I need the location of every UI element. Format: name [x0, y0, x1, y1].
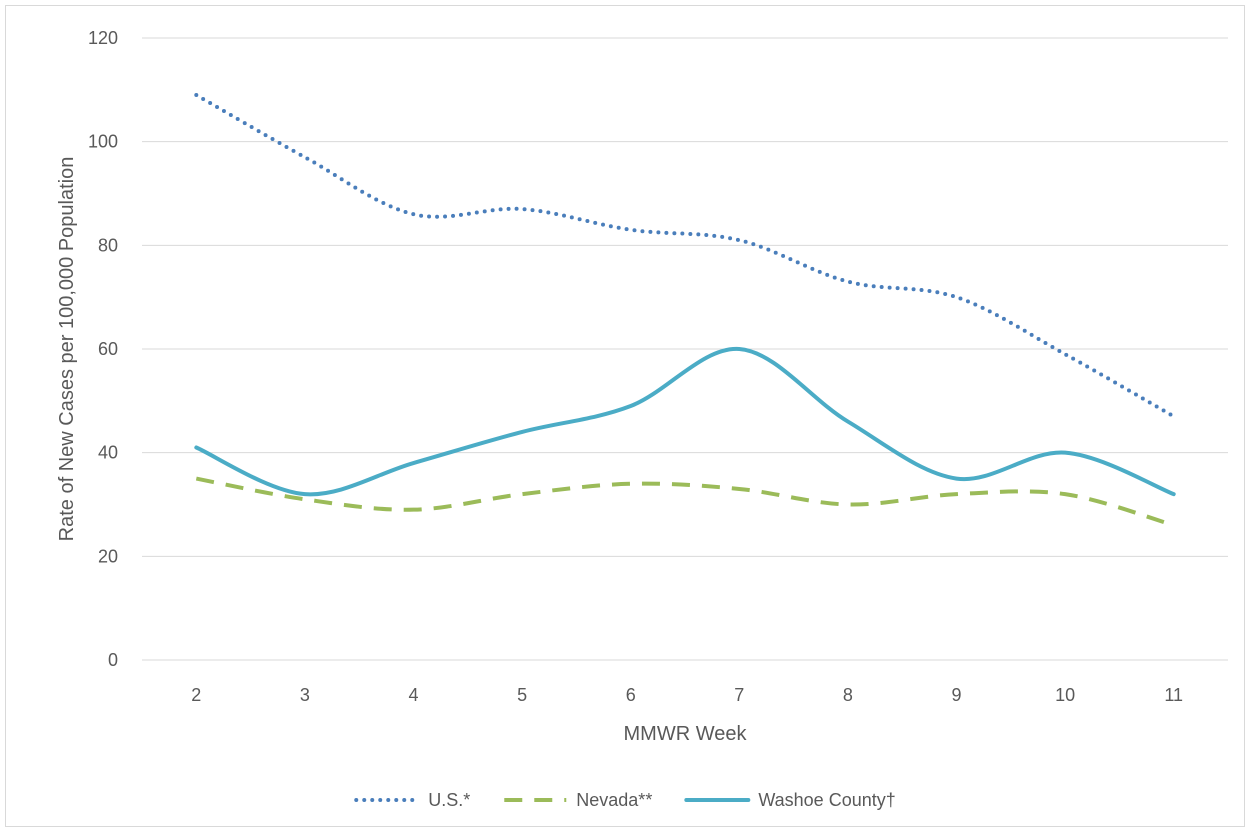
y-tick-label: 80 — [98, 235, 118, 255]
x-tick-label: 3 — [300, 685, 310, 705]
x-tick-label: 5 — [517, 685, 527, 705]
legend: U.S.* Nevada** Washoe County† — [354, 790, 896, 810]
y-tick-label: 20 — [98, 546, 118, 566]
x-tick-label: 7 — [734, 685, 744, 705]
x-tick-label: 4 — [408, 685, 418, 705]
legend-label: Washoe County† — [758, 790, 895, 810]
x-tick-label: 11 — [1164, 685, 1183, 705]
x-tick-label: 9 — [951, 685, 961, 705]
y-tick-label: 60 — [98, 339, 118, 359]
y-tick-label: 0 — [108, 650, 118, 670]
series-line-2 — [195, 476, 1175, 528]
x-tick-label: 8 — [843, 685, 853, 705]
series-line-1 — [194, 93, 1176, 419]
x-tick-label: 10 — [1055, 685, 1075, 705]
y-axis-title: Rate of New Cases per 100,000 Population — [56, 157, 78, 542]
x-axis-title: MMWR Week — [624, 723, 748, 745]
series-line-3 — [194, 346, 1176, 497]
gridlines — [142, 37, 1228, 661]
x-axis-ticks: 2 3 4 5 6 7 8 9 10 11 — [191, 685, 1183, 705]
y-tick-label: 100 — [88, 132, 118, 152]
x-tick-label: 6 — [626, 685, 636, 705]
x-tick-label: 2 — [191, 685, 201, 705]
legend-label: U.S.* — [428, 790, 470, 810]
y-tick-label: 120 — [88, 28, 118, 48]
y-axis-ticks: 0 20 40 60 80 100 120 — [88, 28, 118, 670]
y-tick-label: 40 — [98, 443, 118, 463]
series-lines — [194, 93, 1176, 528]
legend-label: Nevada** — [576, 790, 652, 810]
